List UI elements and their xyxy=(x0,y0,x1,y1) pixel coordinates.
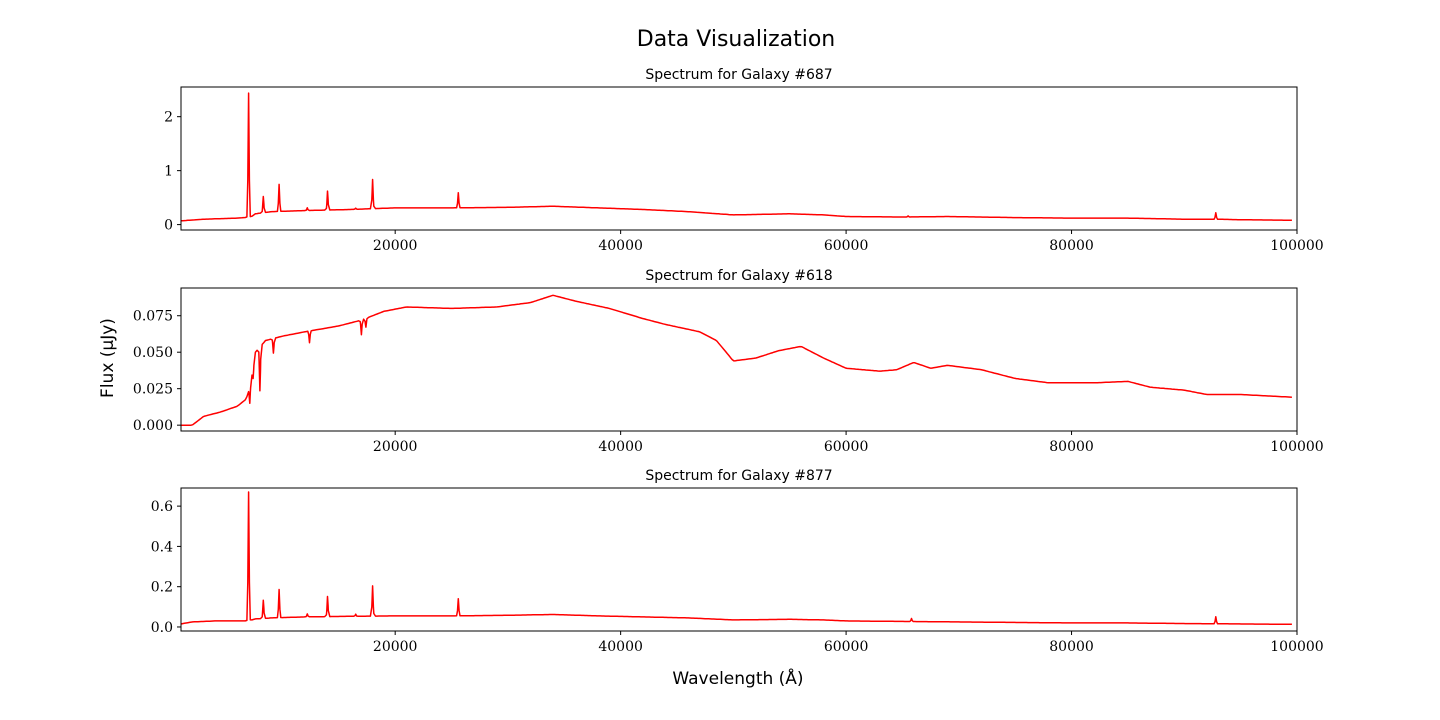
y-tick-label: 0 xyxy=(164,218,173,234)
x-tick-label: 40000 xyxy=(598,639,643,655)
y-tick-label: 0.6 xyxy=(151,499,173,515)
y-tick-label: 2 xyxy=(164,110,173,126)
x-tick-label: 20000 xyxy=(373,238,418,254)
x-tick-label: 80000 xyxy=(1049,238,1094,254)
x-tick-label: 80000 xyxy=(1049,439,1094,455)
spectrum-line xyxy=(180,92,1292,222)
spectrum-line xyxy=(181,294,1292,426)
y-tick-label: 1 xyxy=(164,164,173,180)
y-tick-label: 0.4 xyxy=(151,539,173,555)
panel-title: Spectrum for Galaxy #877 xyxy=(645,468,832,484)
spectrum-panels: Spectrum for Galaxy #687 20000 40000 60000 8… xyxy=(133,67,1324,655)
x-tick-label: 100000 xyxy=(1270,639,1323,655)
x-tick-label: 100000 xyxy=(1270,439,1323,455)
x-tick-label: 80000 xyxy=(1049,639,1094,655)
plot-frame xyxy=(180,86,1298,231)
panel-3: Spectrum for Galaxy #877 20000 40000 60000 8… xyxy=(151,468,1324,655)
x-tick-label: 60000 xyxy=(824,238,869,254)
figure-title: Data Visualization xyxy=(637,27,835,52)
plot-frame xyxy=(180,287,1298,432)
y-tick-label: 0.2 xyxy=(151,580,173,596)
x-axis-label: Wavelength (Å) xyxy=(672,667,803,689)
x-tick-label: 20000 xyxy=(373,639,418,655)
panel-title: Spectrum for Galaxy #687 xyxy=(645,67,832,83)
panel-2: Spectrum for Galaxy #618 20000 40000 60000 8… xyxy=(133,268,1324,455)
y-tick-label: 0.025 xyxy=(133,382,173,398)
x-tick-label: 40000 xyxy=(598,238,643,254)
y-tick-label: 0.0 xyxy=(151,620,173,636)
x-tick-label: 20000 xyxy=(373,439,418,455)
y-axis-label: Flux (μJy) xyxy=(98,318,118,398)
x-tick-label: 40000 xyxy=(598,439,643,455)
x-tick-label: 100000 xyxy=(1270,238,1323,254)
x-tick-label: 60000 xyxy=(824,639,869,655)
panel-1: Spectrum for Galaxy #687 20000 40000 60000 8… xyxy=(164,67,1324,254)
panel-title: Spectrum for Galaxy #618 xyxy=(645,268,832,284)
spectrum-line xyxy=(180,491,1292,626)
y-tick-label: 0.050 xyxy=(133,345,173,361)
plot-frame xyxy=(180,487,1298,632)
y-tick-label: 0.075 xyxy=(133,309,173,325)
y-tick-label: 0.000 xyxy=(133,418,173,434)
x-tick-label: 60000 xyxy=(824,439,869,455)
